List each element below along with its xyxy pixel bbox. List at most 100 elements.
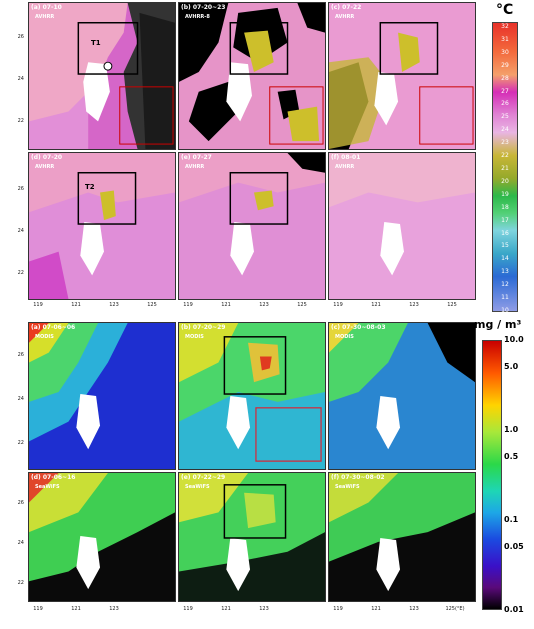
x-tick: 121 (371, 302, 381, 308)
sensor-label: AVHRR (335, 14, 355, 20)
y-tick: 24 (17, 396, 24, 402)
chl-panel-e: (e) 07-22~29 SeaWiFS (178, 472, 326, 602)
sst-panel-b: (b) 07-20~23 AVHRR-8 (178, 2, 326, 150)
sst-colorbar-tick: 15 (501, 242, 509, 250)
sensor-label: SeaWiFS (35, 484, 60, 490)
x-tick: 119 (33, 302, 43, 308)
panel-label: (d) 07-06~16 (31, 474, 76, 481)
sst-panel-d: (d) 07-20 AVHRR T2 (28, 152, 176, 300)
x-tick: 123 (259, 302, 269, 308)
x-tick: 119 (183, 302, 193, 308)
sst-colorbar-tick: 21 (501, 165, 509, 172)
sst-colorbar-tick: 10 (501, 307, 509, 314)
panel-label: (e) 07-22~29 (181, 474, 226, 481)
sensor-label: AVHRR (335, 164, 355, 170)
sst-colorbar-tick: 14 (501, 255, 509, 263)
sensor-label: MODIS (335, 334, 354, 340)
sst-colorbar-tick: 29 (501, 61, 509, 69)
y-tick: 26 (17, 186, 24, 192)
sst-colorbar-tick: 22 (501, 152, 509, 160)
chl-colorbar-tick: 1.0 (504, 425, 519, 434)
y-tick: 24 (17, 540, 24, 546)
sst-colorbar-tick: 26 (501, 100, 509, 108)
panel-label: (d) 07-20 (31, 154, 63, 161)
x-tick: 121 (71, 302, 81, 308)
y-tick: 24 (17, 76, 24, 82)
chl-panel-f: (f) 07-30~08-02 SeaWiFS (328, 472, 476, 602)
sensor-label: SeaWiFS (335, 484, 360, 490)
x-unit-label: 125(°E) (445, 606, 465, 612)
panel-label: (a) 07-10 (31, 4, 62, 11)
chl-colorbar-tick: 0.05 (504, 542, 524, 552)
sst-colorbar-tick: 30 (501, 48, 509, 56)
x-tick: 121 (221, 606, 231, 612)
sst-colorbar-tick: 16 (501, 229, 509, 237)
sst-panel-f: (f) 08-01 AVHRR (328, 152, 476, 300)
sst-colorbar: 32 31 30 29 28 27 26 25 24 23 22 21 20 19 18 17 16 15 14 13… (492, 22, 518, 314)
x-tick: 121 (371, 606, 381, 612)
x-tick: 119 (33, 606, 43, 612)
x-tick: 119 (333, 606, 343, 612)
sensor-label: AVHRR (35, 14, 55, 20)
panel-label: (f) 08-01 (331, 154, 361, 161)
sst-colorbar-tick: 24 (501, 126, 509, 134)
sst-colorbar-tick: 12 (501, 281, 509, 289)
x-tick: 121 (71, 606, 81, 612)
y-tick: 22 (17, 270, 24, 276)
sensor-label: AVHRR (35, 164, 55, 170)
x-tick: 123 (409, 302, 419, 308)
chl-colorbar (482, 340, 502, 610)
chl-colorbar-tick: 0.01 (504, 605, 524, 614)
sensor-label: AVHRR (185, 164, 205, 170)
sst-colorbar-tick: 20 (501, 177, 509, 185)
x-tick: 119 (333, 302, 343, 308)
chl-panel-c: (c) 07-30~08-03 MODIS (328, 322, 476, 470)
x-tick: 125 (447, 302, 457, 308)
panel-label: (b) 07-20~29 (181, 324, 226, 331)
sst-colorbar-tick: 19 (501, 190, 509, 198)
sensor-label: MODIS (185, 334, 204, 340)
sensor-label: SeaWiFS (185, 484, 210, 490)
chl-colorbar-tick: 5.0 (504, 362, 519, 372)
chl-unit-label: mg / m³ (474, 318, 522, 331)
y-tick: 22 (17, 440, 24, 446)
chl-colorbar-tick: 10.0 (504, 335, 524, 344)
panel-label: (f) 07-30~08-02 (331, 474, 385, 481)
sst-panel-e: (e) 07-27 AVHRR (178, 152, 326, 300)
y-tick: 26 (17, 500, 24, 506)
sst-colorbar-tick: 13 (501, 268, 509, 276)
sensor-label: MODIS (35, 334, 54, 340)
chl-colorbar-tick: 0.1 (504, 515, 519, 524)
x-tick: 123 (409, 606, 419, 612)
sst-panel-c: (c) 07-22 AVHRR (328, 2, 476, 150)
chl-panel-d: (d) 07-06~16 SeaWiFS (28, 472, 176, 602)
panel-label: (b) 07-20~23 (181, 4, 226, 11)
x-tick: 123 (109, 606, 119, 612)
panel-label: (a) 07-06~06 (31, 324, 76, 331)
sst-colorbar-tick: 17 (501, 216, 509, 224)
y-tick: 22 (17, 118, 24, 124)
sst-colorbar-tick: 32 (501, 23, 509, 30)
sst-colorbar-tick: 25 (501, 113, 509, 121)
sst-panel-a: (a) 07-10 AVHRR T1 (28, 2, 176, 150)
chl-panel-a: (a) 07-06~06 MODIS (28, 322, 176, 470)
panel-label: (e) 07-27 (181, 154, 212, 161)
y-tick: 26 (17, 34, 24, 40)
y-tick: 22 (17, 580, 24, 586)
sst-colorbar-tick: 18 (501, 203, 509, 211)
sensor-label: AVHRR-8 (185, 14, 210, 20)
sst-colorbar-tick: 28 (501, 74, 509, 82)
y-tick: 24 (17, 228, 24, 234)
x-tick: 125 (147, 302, 157, 308)
y-tick: 26 (17, 352, 24, 358)
chl-panel-b: (b) 07-20~29 MODIS (178, 322, 326, 470)
sst-colorbar-tick: 11 (501, 294, 509, 302)
box-label-t1: T1 (91, 39, 101, 47)
sst-unit-label: °C (496, 2, 514, 18)
panel-label: (c) 07-22 (331, 4, 362, 11)
sst-colorbar-tick: 23 (501, 139, 509, 147)
x-tick: 123 (259, 606, 269, 612)
sst-colorbar-tick: 27 (501, 87, 509, 95)
x-tick: 119 (183, 606, 193, 612)
